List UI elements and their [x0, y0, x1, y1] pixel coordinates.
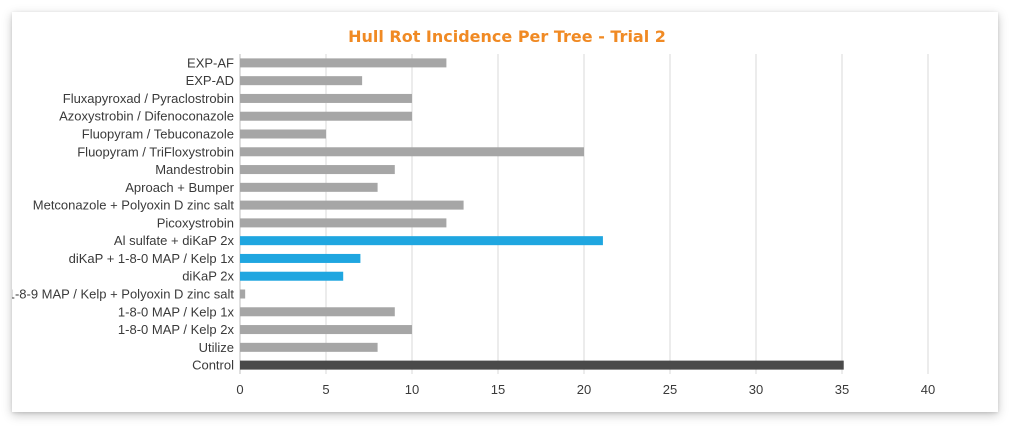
category-label: 1-8-0 MAP / Kelp 2x: [118, 322, 235, 337]
category-label: Control: [192, 358, 234, 373]
hull-rot-bar-chart: Hull Rot Incidence Per Tree - Trial 2 EX…: [12, 27, 935, 397]
bars: [240, 58, 844, 370]
bar: [240, 93, 412, 103]
category-label: Mandestrobin: [155, 162, 234, 177]
bar: [240, 200, 464, 210]
bar: [240, 325, 412, 335]
bar: [240, 182, 378, 192]
bar: [240, 58, 447, 68]
category-label: Al sulfate + diKaP 2x: [114, 233, 235, 248]
bar: [240, 271, 344, 281]
x-tick-label: 40: [921, 382, 935, 397]
chart-title: Hull Rot Incidence Per Tree - Trial 2: [348, 27, 666, 46]
category-label: 1-8-0 MAP / Kelp 1x: [118, 304, 235, 319]
category-label: Picoxystrobin: [157, 215, 234, 230]
category-label: EXP-AF: [187, 55, 234, 70]
bar: [240, 342, 378, 352]
x-tick-label: 35: [835, 382, 849, 397]
x-tick-label: 0: [236, 382, 243, 397]
x-tick-label: 5: [322, 382, 329, 397]
x-tick-label: 15: [491, 382, 505, 397]
category-labels: EXP-AF EXP-AD Fluxapyroxad / Pyraclostrobi…: [12, 55, 235, 372]
x-tick-label: 10: [405, 382, 419, 397]
category-label: Fluopyram / TriFloxystrobin: [77, 144, 234, 159]
bar: [240, 111, 412, 121]
x-axis-tick-labels: 0 5 10 15 20 25 30 35 40: [236, 382, 935, 397]
bar: [240, 218, 447, 228]
category-label: Aproach + Bumper: [125, 180, 234, 195]
category-label: diKaP 2x: [182, 269, 234, 284]
category-label: Metconazole + Polyoxin D zinc salt: [33, 198, 235, 213]
x-tick-label: 30: [749, 382, 763, 397]
chart-card: Hull Rot Incidence Per Tree - Trial 2 EX…: [12, 12, 998, 412]
category-label: EXP-AD: [186, 73, 234, 88]
bar: [240, 253, 361, 263]
category-label: Azoxystrobin / Difenoconazole: [59, 109, 234, 124]
category-label: Utilize: [199, 340, 234, 355]
category-label: Fluxapyroxad / Pyraclostrobin: [63, 91, 234, 106]
bar: [240, 147, 584, 157]
bar: [240, 289, 246, 299]
category-label: Fluopyram / Tebuconazole: [82, 127, 234, 142]
bar: [240, 165, 395, 175]
gridlines: [239, 54, 929, 374]
category-label: 1-8-9 MAP / Kelp + Polyoxin D zinc salt: [12, 287, 234, 302]
bar: [240, 236, 603, 246]
bar: [240, 129, 326, 139]
bar: [240, 360, 844, 370]
bar: [240, 76, 363, 86]
x-tick-label: 20: [577, 382, 591, 397]
category-label: diKaP + 1-8-0 MAP / Kelp 1x: [69, 251, 235, 266]
x-tick-label: 25: [663, 382, 677, 397]
bar: [240, 307, 395, 317]
